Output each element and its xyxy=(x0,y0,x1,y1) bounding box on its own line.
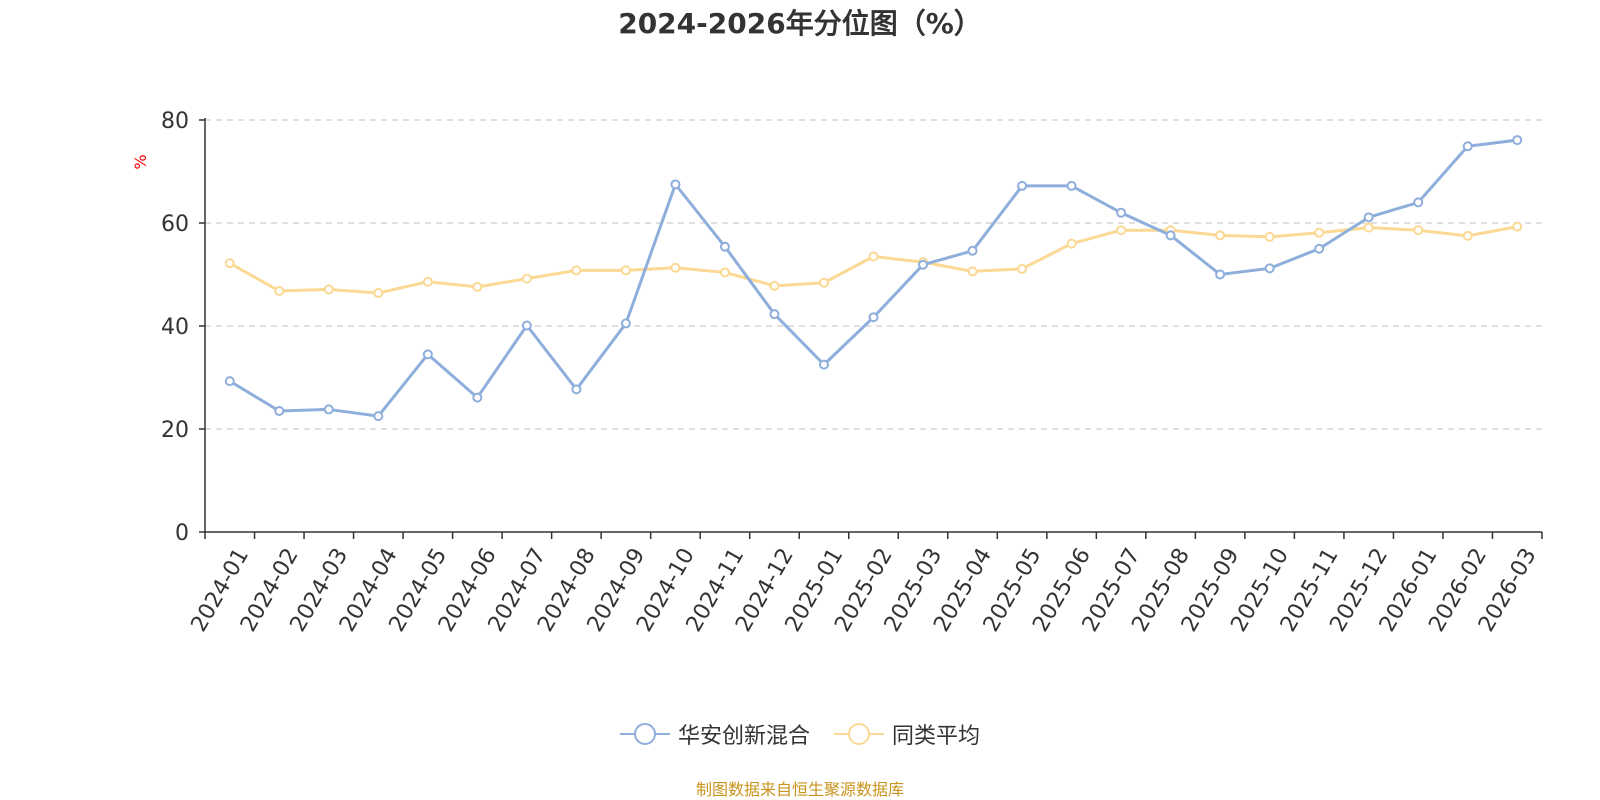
data-point[interactable] xyxy=(323,404,334,415)
data-point[interactable] xyxy=(1116,225,1127,236)
data-point[interactable] xyxy=(1264,263,1275,274)
data-point[interactable] xyxy=(1215,230,1226,241)
data-point[interactable] xyxy=(521,320,532,331)
data-point[interactable] xyxy=(1413,225,1424,236)
data-point[interactable] xyxy=(1363,222,1374,233)
data-point[interactable] xyxy=(1314,243,1325,254)
data-point[interactable] xyxy=(769,309,780,320)
legend-item-series-2[interactable]: 同类平均 xyxy=(834,718,980,750)
data-point[interactable] xyxy=(620,318,631,329)
y-tick-label: 80 xyxy=(161,109,189,134)
data-point[interactable] xyxy=(818,277,829,288)
data-point[interactable] xyxy=(1066,238,1077,249)
data-point[interactable] xyxy=(274,405,285,416)
data-point[interactable] xyxy=(1215,269,1226,280)
tick-labels: 0204060802024-012024-022024-032024-04202… xyxy=(131,109,1542,636)
data-point[interactable] xyxy=(323,284,334,295)
data-point[interactable] xyxy=(571,265,582,276)
series-line xyxy=(228,138,1519,418)
data-point[interactable] xyxy=(967,266,978,277)
y-tick-label: 20 xyxy=(161,418,189,443)
data-point[interactable] xyxy=(1462,230,1473,241)
data-point[interactable] xyxy=(373,411,384,422)
data-point[interactable] xyxy=(472,281,483,292)
legend-item-series-1[interactable]: 华安创新混合 xyxy=(619,718,810,750)
data-point[interactable] xyxy=(719,267,730,278)
data-point[interactable] xyxy=(1264,231,1275,242)
data-point[interactable] xyxy=(818,359,829,370)
axes xyxy=(199,118,1543,539)
data-point[interactable] xyxy=(224,376,235,387)
data-point[interactable] xyxy=(472,392,483,403)
data-point[interactable] xyxy=(1363,212,1374,223)
data-point[interactable] xyxy=(620,265,631,276)
legend-line-circle-icon xyxy=(834,723,884,745)
data-point[interactable] xyxy=(422,349,433,360)
data-point[interactable] xyxy=(1116,207,1127,218)
data-point[interactable] xyxy=(422,276,433,287)
data-point[interactable] xyxy=(1512,221,1523,232)
data-point[interactable] xyxy=(967,245,978,256)
data-point[interactable] xyxy=(274,285,285,296)
data-point[interactable] xyxy=(1017,263,1028,274)
data-point[interactable] xyxy=(373,288,384,299)
y-tick-label: 60 xyxy=(161,212,189,237)
data-point[interactable] xyxy=(719,241,730,252)
series-1 xyxy=(224,135,1523,422)
legend-line-circle-icon xyxy=(619,723,670,745)
data-point[interactable] xyxy=(670,262,681,273)
chart-plot: 0204060802024-012024-022024-032024-04202… xyxy=(131,109,1543,636)
data-point[interactable] xyxy=(868,251,879,262)
source-note: 制图数据来自恒生聚源数据库 xyxy=(695,780,904,799)
data-point[interactable] xyxy=(769,280,780,291)
data-point[interactable] xyxy=(1017,180,1028,191)
legend-label-series-2: 同类平均 xyxy=(892,724,981,749)
data-point[interactable] xyxy=(1512,135,1523,146)
data-point[interactable] xyxy=(1314,227,1325,238)
series-lines xyxy=(224,135,1523,422)
y-tick-label: 0 xyxy=(175,521,189,546)
legend-label-series-1: 华安创新混合 xyxy=(677,724,810,749)
data-point[interactable] xyxy=(1066,180,1077,191)
y-axis-label: % xyxy=(131,154,150,169)
series-2 xyxy=(224,221,1523,299)
data-point[interactable] xyxy=(868,312,879,323)
data-point[interactable] xyxy=(1165,230,1176,241)
data-point[interactable] xyxy=(571,384,582,395)
data-point[interactable] xyxy=(670,179,681,190)
legend: 华安创新混合 同类平均 xyxy=(0,718,1600,750)
data-point[interactable] xyxy=(224,258,235,269)
chart-title: 2024-2026年分位图（%） xyxy=(618,7,982,40)
data-point[interactable] xyxy=(1462,141,1473,152)
grid-lines xyxy=(205,119,1542,430)
data-point[interactable] xyxy=(918,259,929,270)
data-point[interactable] xyxy=(1413,197,1424,208)
y-tick-label: 40 xyxy=(161,315,189,340)
data-point[interactable] xyxy=(521,273,532,284)
